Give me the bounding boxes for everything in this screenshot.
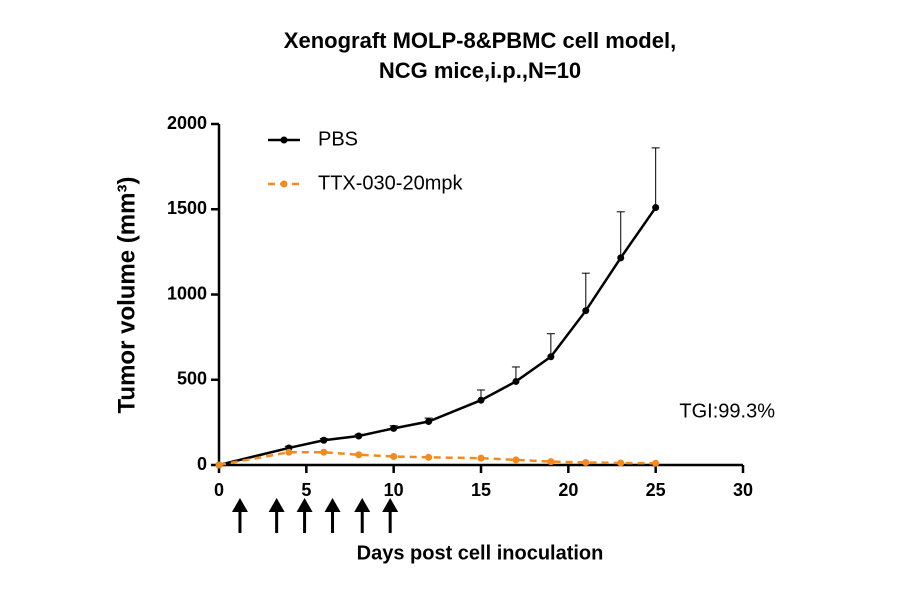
series-line	[218, 450, 656, 467]
x-tick-label: 25	[646, 480, 666, 500]
y-tick-label: 1500	[167, 198, 207, 218]
data-point	[582, 307, 590, 315]
data-point	[547, 458, 555, 466]
data-point	[425, 453, 433, 461]
legend-marker	[280, 180, 288, 188]
annotation: TGI:99.3%	[679, 400, 775, 422]
x-tick-label: 5	[301, 480, 311, 500]
legend-label: PBS	[318, 128, 358, 150]
data-point	[547, 353, 555, 361]
data-point	[617, 459, 625, 467]
data-point	[512, 456, 520, 464]
series-line	[218, 206, 657, 467]
data-point	[582, 458, 590, 466]
x-tick-label: 0	[214, 480, 224, 500]
y-axis-label: Tumor volume (mm³)	[113, 177, 140, 414]
data-point	[652, 204, 660, 212]
data-point	[477, 454, 485, 462]
x-tick-label: 15	[471, 480, 491, 500]
dosing-arrow-head	[354, 498, 371, 512]
data-point	[390, 452, 398, 460]
dosing-arrow-head	[231, 498, 248, 512]
dosing-arrow-head	[324, 498, 341, 512]
x-axis-label: Days post cell inoculation	[357, 542, 604, 564]
y-tick-label: 2000	[167, 113, 207, 133]
dosing-arrow-head	[268, 498, 285, 512]
data-point	[390, 424, 398, 432]
x-tick-label: 30	[733, 480, 753, 500]
data-point	[285, 448, 293, 456]
chart-title: NCG mice,i.p.,N=10	[379, 58, 581, 83]
data-point	[512, 377, 520, 385]
data-point	[215, 461, 223, 469]
data-point	[652, 459, 660, 467]
data-point	[320, 448, 328, 456]
data-point	[477, 396, 485, 404]
dosing-arrow-head	[382, 498, 399, 512]
legend-marker	[280, 136, 288, 144]
y-tick-label: 1000	[167, 283, 207, 303]
data-point	[320, 436, 328, 444]
y-tick-label: 0	[197, 454, 207, 474]
chart-title: Xenograft MOLP-8&PBMC cell model,	[284, 28, 676, 53]
x-tick-label: 10	[384, 480, 404, 500]
data-point	[617, 254, 625, 262]
dosing-arrow-head	[296, 498, 313, 512]
data-point	[355, 451, 363, 459]
data-point	[355, 432, 363, 440]
y-tick-label: 500	[177, 369, 207, 389]
x-tick-label: 20	[558, 480, 578, 500]
legend-label: TTX-030-20mpk	[318, 172, 463, 194]
data-point	[425, 418, 433, 426]
